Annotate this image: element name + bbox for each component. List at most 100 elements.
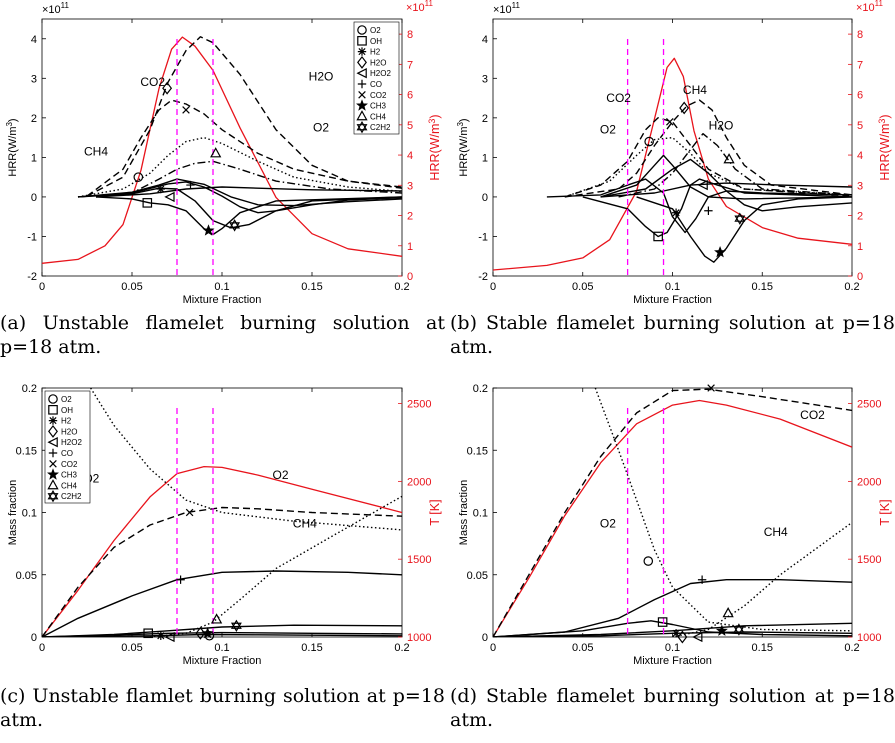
series-line-2 bbox=[564, 117, 852, 198]
y-right-exponent-power: 11 bbox=[425, 0, 434, 8]
annotation-ch4: CH4 bbox=[683, 83, 707, 97]
y-right-tick-label: 2000 bbox=[857, 476, 881, 488]
x-tick-label: 0.05 bbox=[572, 281, 593, 293]
marker-h2o2 bbox=[164, 191, 175, 203]
marker-o2 bbox=[133, 172, 144, 182]
series-line-2 bbox=[42, 506, 402, 637]
series-line-1 bbox=[90, 388, 402, 531]
series-line-7 bbox=[77, 187, 402, 229]
y-left-tick-label: 0 bbox=[482, 192, 488, 204]
legend-label: H2O bbox=[370, 58, 386, 67]
y-right-tick-label: 8 bbox=[407, 29, 413, 41]
marker-c2h2 bbox=[734, 212, 746, 222]
x-axis-label: Mixture Fraction bbox=[183, 294, 262, 306]
y-left-tick-label: 2 bbox=[482, 113, 488, 125]
series-line-1 bbox=[564, 99, 852, 198]
legend-label: O2 bbox=[61, 395, 72, 404]
marker-h2o bbox=[48, 424, 58, 438]
x-tick-label: 0.15 bbox=[752, 642, 773, 654]
plot-series bbox=[42, 388, 402, 637]
y-right-axis-label: HRR(W/m3) bbox=[427, 114, 442, 180]
chart-d: 0 0.05 0.1 0.15 0.2 Mixture Fraction 0 0.05 0.1 0… bbox=[458, 383, 892, 667]
marker-c2h2 bbox=[229, 219, 241, 229]
y-left-axis-label: Mass fraction bbox=[458, 480, 470, 545]
y-right-tick-label: 2500 bbox=[857, 399, 881, 411]
marker-co bbox=[176, 575, 185, 584]
y-right-tick-label: 8 bbox=[857, 29, 863, 41]
y-right-tick-label: 1000 bbox=[857, 632, 881, 644]
chart-c: 0 0.05 0.1 0.15 0.2 Mixture Fraction 0 0.05 0.1 0… bbox=[7, 383, 442, 667]
marker-h2o2 bbox=[47, 437, 58, 448]
marker-co2 bbox=[185, 508, 194, 517]
y-left-unit-close: ) bbox=[458, 118, 470, 122]
x-tick-label: 0.2 bbox=[394, 281, 409, 293]
annotation-ch4: CH4 bbox=[293, 516, 317, 530]
y-left-exponent: ×1011 bbox=[42, 1, 70, 16]
marker-oh bbox=[143, 628, 153, 639]
marker-ch3 bbox=[201, 626, 214, 639]
marker-c2h2 bbox=[356, 120, 368, 131]
plot-area bbox=[492, 387, 853, 638]
y-right-exponent-power: 11 bbox=[875, 0, 884, 8]
y-right-tick-label: 2500 bbox=[407, 399, 431, 411]
marker-h2o bbox=[677, 630, 688, 644]
y-left-tick-label: -1 bbox=[27, 231, 37, 243]
y-right-tick-label: 3 bbox=[857, 180, 863, 192]
marker-co bbox=[186, 180, 195, 190]
marker-h2 bbox=[671, 629, 681, 638]
series-line-4 bbox=[95, 160, 402, 198]
annotation-ch4: CH4 bbox=[764, 525, 788, 539]
marker-c2h2 bbox=[47, 489, 59, 500]
series-line-8 bbox=[582, 178, 852, 238]
marker-co2 bbox=[666, 118, 674, 126]
x-tick-label: 0.1 bbox=[665, 281, 680, 293]
plot-series bbox=[493, 57, 852, 271]
y-right-exponent: ×1011 bbox=[406, 0, 434, 14]
marker-oh bbox=[657, 617, 668, 627]
marker-oh bbox=[48, 405, 58, 415]
x-tick-label: 0 bbox=[39, 281, 45, 293]
caption-d: (d) Stable flamelet burning solution at … bbox=[450, 685, 895, 731]
marker-ch4 bbox=[723, 153, 735, 164]
marker-co2 bbox=[358, 91, 366, 99]
series-line-3 bbox=[77, 136, 402, 198]
y-left-tick-label: 0.2 bbox=[22, 383, 37, 395]
legend-label: CH4 bbox=[61, 481, 78, 490]
legend-label: O2 bbox=[370, 26, 381, 35]
marker-h2o bbox=[357, 55, 367, 69]
y-left-unit-sup: 3 bbox=[456, 122, 465, 127]
marker-o2 bbox=[48, 394, 58, 404]
y-left-tick-label: 4 bbox=[482, 34, 488, 46]
series-line-5 bbox=[546, 178, 852, 234]
annotation-co2: CO2 bbox=[800, 408, 825, 422]
y-right-tick-label: 4 bbox=[407, 150, 413, 162]
y-left-axis-label: HRR(W/m3) bbox=[456, 118, 470, 176]
y-left-exponent: ×1011 bbox=[493, 1, 521, 16]
series-line-2 bbox=[86, 99, 402, 197]
y-right-tick-label: 5 bbox=[407, 120, 413, 132]
caption-b: (b) Stable flamelet burning solution at … bbox=[450, 312, 895, 358]
y-left-tick-label: 0.05 bbox=[16, 570, 37, 582]
series-line-1 bbox=[493, 388, 852, 637]
y-right-tick-label: 0 bbox=[857, 271, 863, 283]
y-right-tick-label: 0 bbox=[407, 271, 413, 283]
annotation-o2: O2 bbox=[272, 468, 288, 482]
marker-ch4 bbox=[210, 147, 222, 158]
y-right-tick-label: 1500 bbox=[407, 554, 431, 566]
series-line-4 bbox=[672, 521, 852, 637]
y-right-tick-label: 5 bbox=[857, 120, 863, 132]
marker-c2h2-inv bbox=[229, 222, 241, 232]
y-right-unit-close: ) bbox=[428, 114, 442, 118]
marker-ch4 bbox=[356, 110, 368, 121]
x-tick-label: 0 bbox=[490, 281, 496, 293]
y-left-tick-label: -2 bbox=[27, 271, 37, 283]
x-tick-label: 0.2 bbox=[844, 642, 859, 654]
y-left-exponent-power: 11 bbox=[512, 1, 521, 10]
marker-oh bbox=[357, 35, 367, 46]
plot-series bbox=[493, 388, 852, 637]
series-line-10 bbox=[600, 182, 852, 198]
y-left-tick-label: 2 bbox=[31, 113, 37, 125]
plot-area bbox=[41, 387, 403, 638]
y-right-axis-label: T [K] bbox=[428, 499, 442, 525]
